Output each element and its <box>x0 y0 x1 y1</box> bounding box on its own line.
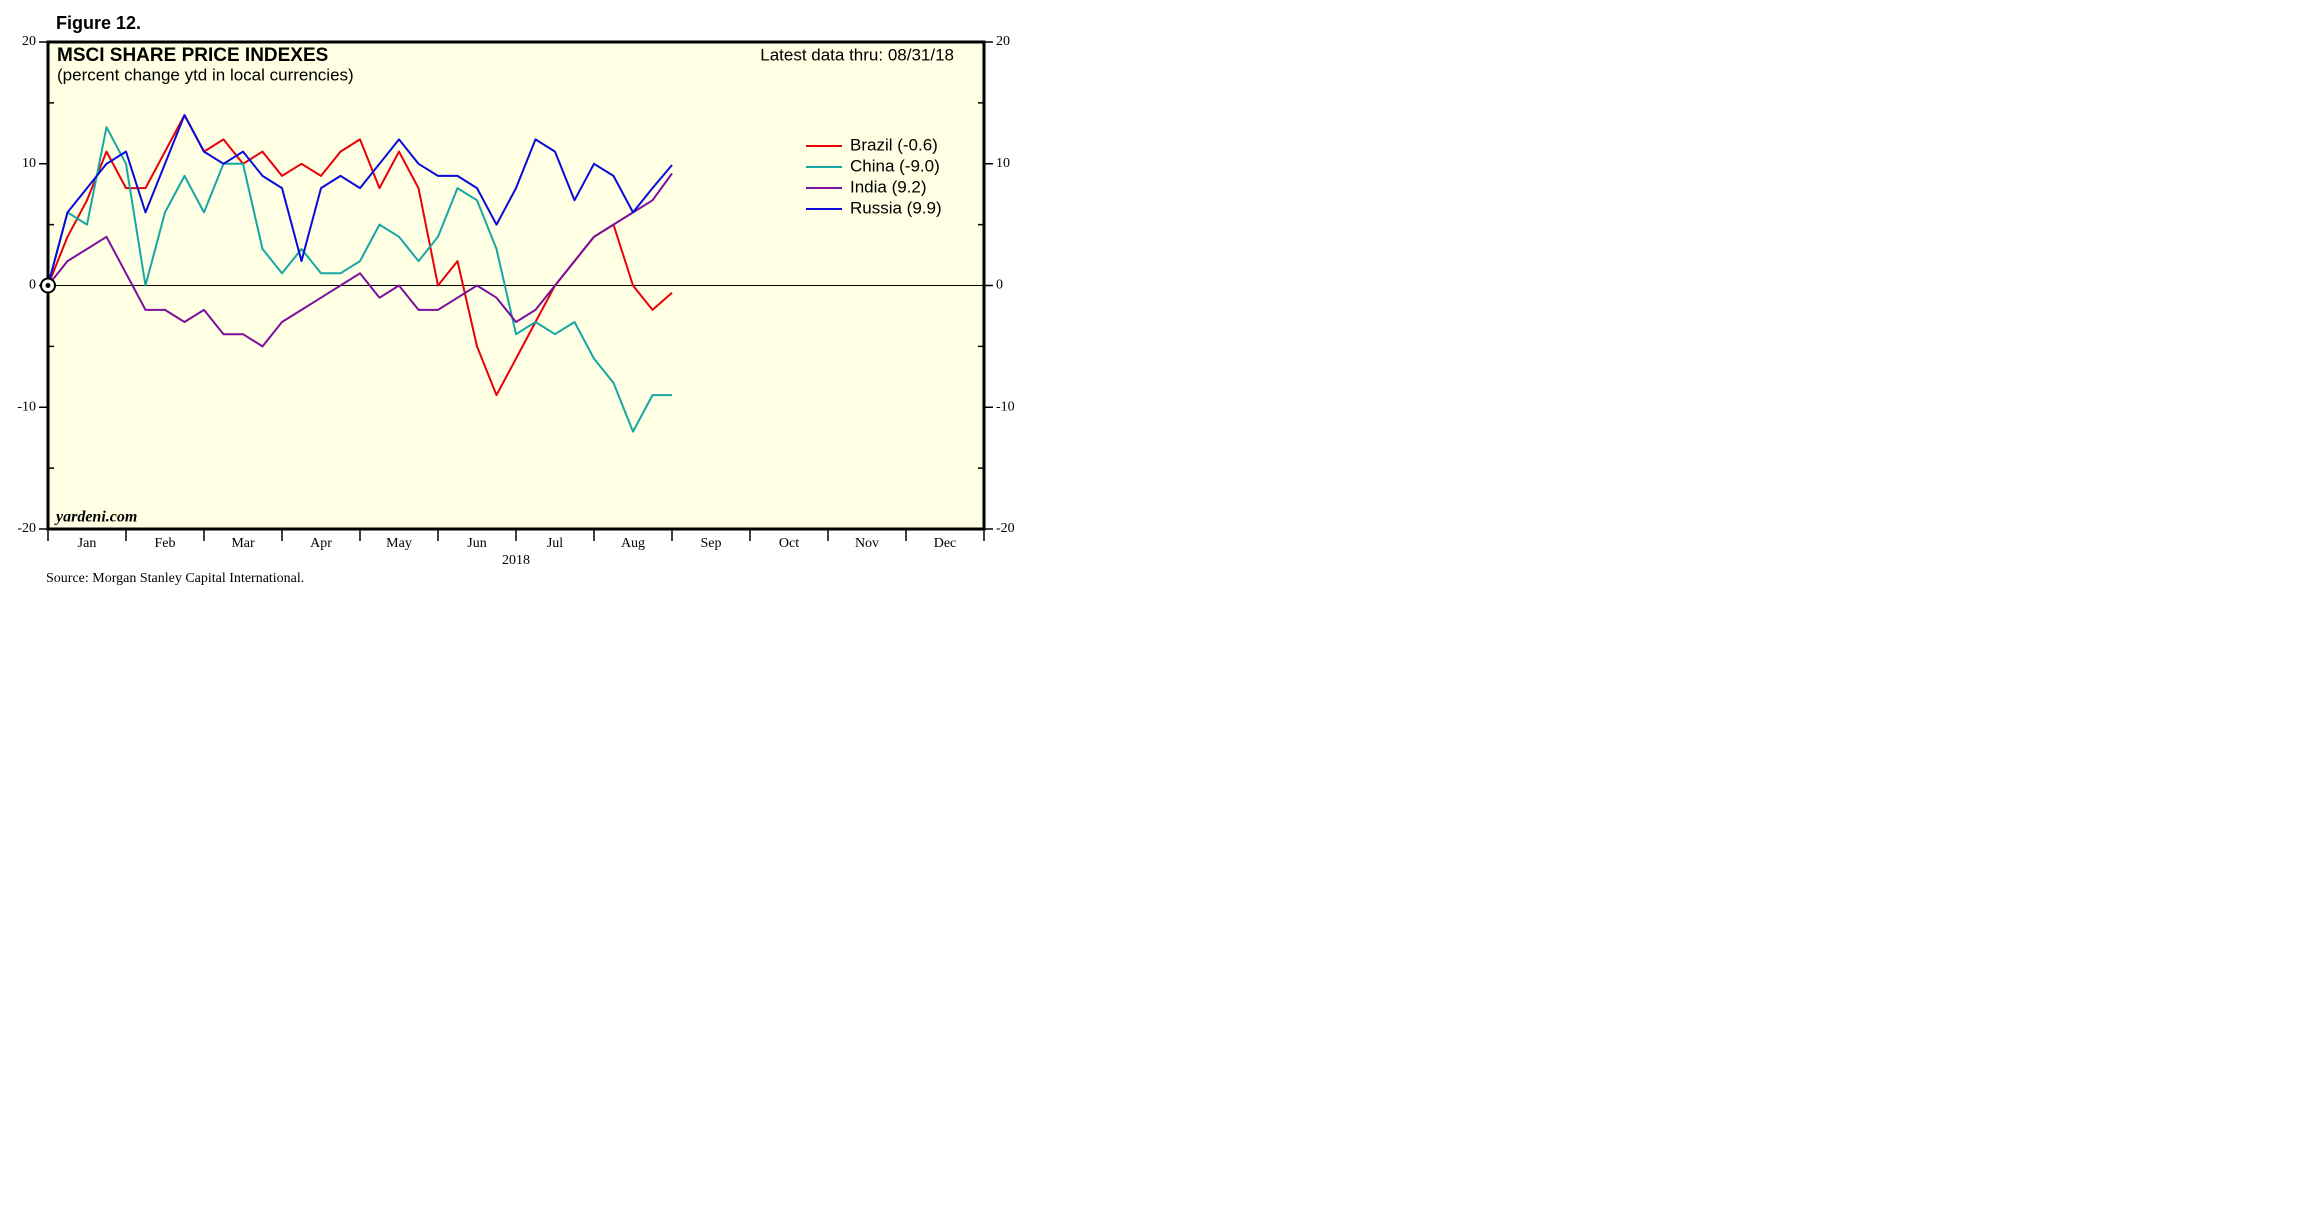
y-tick-label: -20 <box>17 521 36 536</box>
y-tick-label: 10 <box>22 156 36 171</box>
y2-tick-label: -10 <box>996 399 1015 414</box>
series-line <box>47 114 673 286</box>
x-tick-label: Sep <box>701 536 722 551</box>
y2-tick-label: 0 <box>996 278 1003 293</box>
source: Source: Morgan Stanley Capital Internati… <box>46 571 304 586</box>
legend-label: Brazil (-0.6) <box>850 135 938 154</box>
legend-label: China (-9.0) <box>850 156 940 175</box>
x-tick-label: Dec <box>934 536 957 551</box>
x-tick-label: Aug <box>621 536 645 551</box>
y-tick-label: 20 <box>22 34 36 49</box>
x-tick-label: Jun <box>467 536 486 551</box>
y2-tick-label: 20 <box>996 34 1010 49</box>
legend-label: Russia (9.9) <box>850 198 942 217</box>
figure-label: Figure 12. <box>56 13 141 33</box>
watermark: yardeni.com <box>54 509 137 526</box>
y2-tick-label: 10 <box>996 156 1010 171</box>
y2-tick-label: -20 <box>996 521 1015 536</box>
annotation: Latest data thru: 08/31/18 <box>760 45 954 64</box>
x-tick-label: May <box>386 536 412 551</box>
y-tick-label: 0 <box>29 278 36 293</box>
x-tick-label: Feb <box>155 536 176 551</box>
chart-subtitle: (percent change ytd in local currencies) <box>57 65 354 84</box>
x-tick-label: Jul <box>547 536 563 551</box>
x-tick-label: Apr <box>310 536 332 551</box>
origin-dot <box>45 283 51 288</box>
y-tick-label: -10 <box>17 399 36 414</box>
x-axis-label: 2018 <box>502 553 530 568</box>
legend-label: India (9.2) <box>850 177 927 196</box>
x-tick-label: Oct <box>779 536 799 551</box>
x-tick-label: Jan <box>78 536 97 551</box>
x-tick-label: Mar <box>231 536 255 551</box>
x-tick-label: Nov <box>855 536 879 551</box>
chart-title: MSCI SHARE PRICE INDEXES <box>57 45 328 66</box>
series-line <box>47 126 672 433</box>
series-line <box>47 172 673 348</box>
